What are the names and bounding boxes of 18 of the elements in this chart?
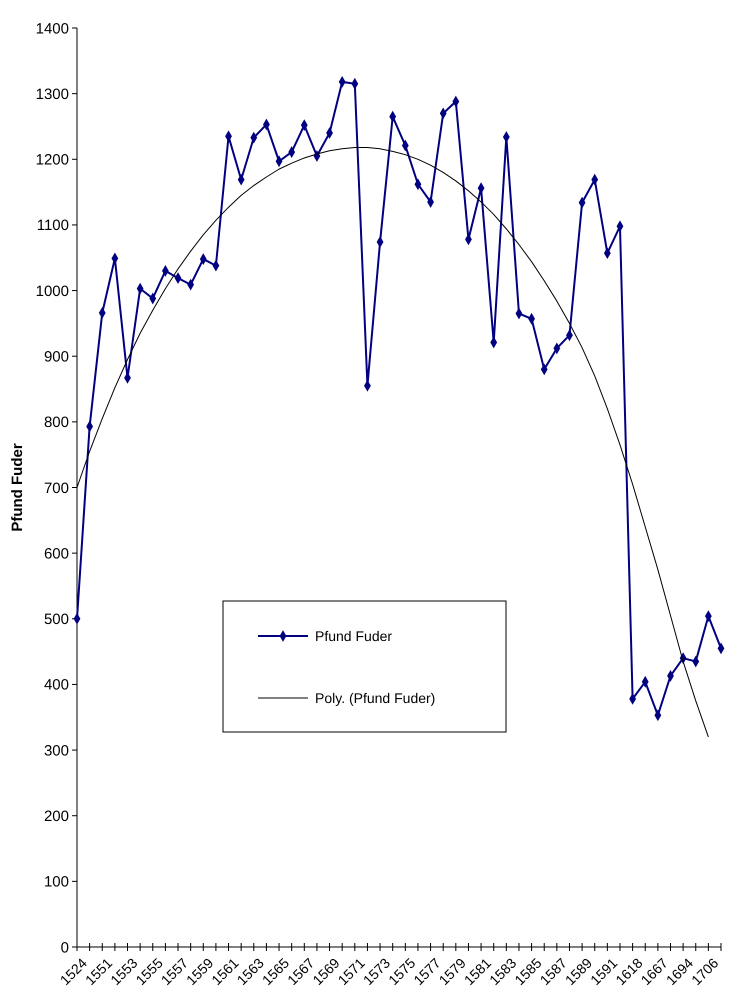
y-tick-label: 1100 xyxy=(36,217,69,234)
y-axis-title: Pfund Fuder xyxy=(9,443,26,532)
y-tick-label: 1000 xyxy=(36,282,69,300)
y-tick-label: 600 xyxy=(44,545,69,562)
legend-label: Poly. (Pfund Fuder) xyxy=(315,690,436,706)
y-tick-label: 700 xyxy=(44,480,69,497)
y-tick-label: 1400 xyxy=(36,20,69,38)
y-tick-label: 0 xyxy=(60,939,69,956)
y-tick-label: 900 xyxy=(44,348,69,366)
y-tick-label: 300 xyxy=(44,742,69,760)
y-tick-label: 1300 xyxy=(36,86,69,103)
y-tick-label: 200 xyxy=(44,808,69,825)
y-tick-label: 100 xyxy=(44,874,69,891)
y-tick-label: 500 xyxy=(44,611,69,628)
y-tick-label: 800 xyxy=(44,414,69,432)
y-tick-label: 400 xyxy=(44,676,69,694)
y-tick-label: 1200 xyxy=(36,152,69,169)
legend-label: Pfund Fuder xyxy=(315,628,392,644)
